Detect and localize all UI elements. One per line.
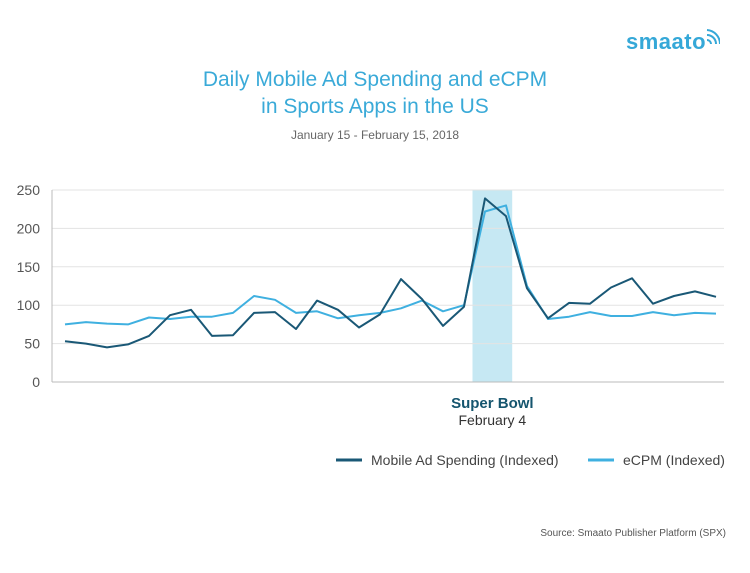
series-line-mobile-ad-spending <box>64 197 717 349</box>
smaato-logo: smaato <box>626 29 707 54</box>
legend-label: eCPM (Indexed) <box>623 452 725 468</box>
source-note: Source: Smaato Publisher Platform (SPX) <box>540 528 726 539</box>
y-tick-label: 150 <box>17 259 41 275</box>
legend-item-ecpm: eCPM (Indexed) <box>588 452 725 468</box>
chart-title-line1: Daily Mobile Ad Spending and eCPM <box>202 68 548 91</box>
y-tick-label: 0 <box>32 374 40 390</box>
y-tick-label: 250 <box>17 182 41 198</box>
wifi-waves-icon <box>706 29 720 45</box>
series-line-ecpm <box>64 204 717 326</box>
annotation-date: February 4 <box>458 412 526 428</box>
annotation-super-bowl: Super Bowl <box>451 395 534 412</box>
y-tick-label: 50 <box>24 336 40 352</box>
chart-title-line2: in Sports Apps in the US <box>261 95 489 118</box>
y-tick-label: 200 <box>17 220 41 236</box>
chart-subtitle: January 15 - February 15, 2018 <box>290 128 460 142</box>
super-bowl-highlight-band <box>472 190 513 382</box>
legend-item-mobile-ad-spending: Mobile Ad Spending (Indexed) <box>336 452 559 468</box>
legend-label: Mobile Ad Spending (Indexed) <box>371 452 559 468</box>
y-tick-label: 100 <box>17 297 41 313</box>
